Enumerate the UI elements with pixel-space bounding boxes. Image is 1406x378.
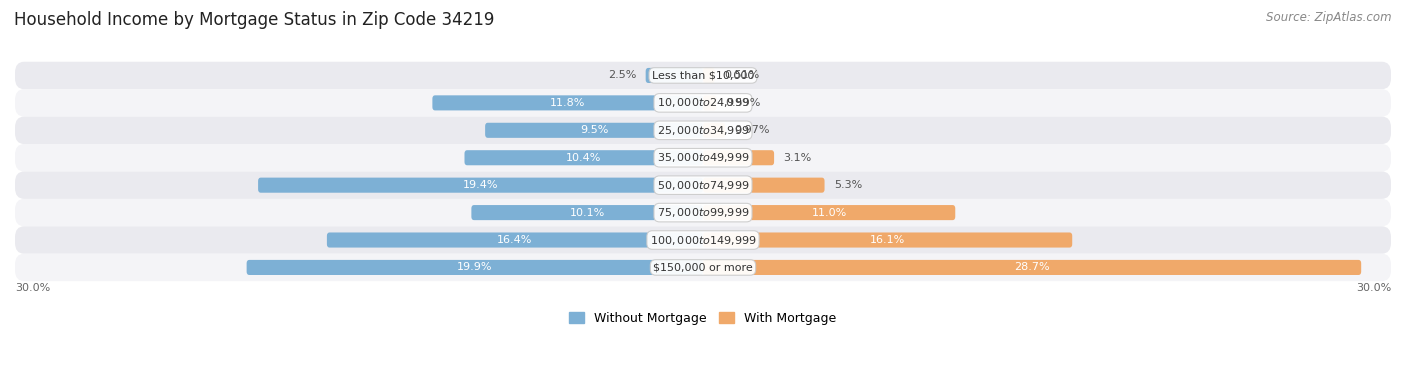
Text: 5.3%: 5.3% — [834, 180, 862, 190]
Text: 19.4%: 19.4% — [463, 180, 498, 190]
FancyBboxPatch shape — [645, 68, 703, 83]
Text: Household Income by Mortgage Status in Zip Code 34219: Household Income by Mortgage Status in Z… — [14, 11, 495, 29]
FancyBboxPatch shape — [246, 260, 703, 275]
FancyBboxPatch shape — [15, 116, 1391, 144]
Text: $100,000 to $149,999: $100,000 to $149,999 — [650, 234, 756, 246]
FancyBboxPatch shape — [703, 68, 714, 83]
FancyBboxPatch shape — [703, 150, 775, 165]
FancyBboxPatch shape — [15, 144, 1391, 172]
Text: 16.4%: 16.4% — [498, 235, 533, 245]
Text: 11.0%: 11.0% — [811, 208, 846, 218]
Text: $75,000 to $99,999: $75,000 to $99,999 — [657, 206, 749, 219]
FancyBboxPatch shape — [703, 95, 717, 110]
Text: $35,000 to $49,999: $35,000 to $49,999 — [657, 151, 749, 164]
Text: 11.8%: 11.8% — [550, 98, 585, 108]
Text: 30.0%: 30.0% — [1355, 283, 1391, 293]
Text: 16.1%: 16.1% — [870, 235, 905, 245]
Legend: Without Mortgage, With Mortgage: Without Mortgage, With Mortgage — [569, 312, 837, 325]
Text: 3.1%: 3.1% — [783, 153, 811, 163]
Text: 19.9%: 19.9% — [457, 262, 492, 273]
Text: 10.4%: 10.4% — [567, 153, 602, 163]
FancyBboxPatch shape — [703, 178, 824, 193]
Text: 9.5%: 9.5% — [579, 125, 609, 135]
FancyBboxPatch shape — [703, 205, 955, 220]
FancyBboxPatch shape — [15, 199, 1391, 226]
FancyBboxPatch shape — [326, 232, 703, 248]
FancyBboxPatch shape — [259, 178, 703, 193]
FancyBboxPatch shape — [15, 226, 1391, 254]
FancyBboxPatch shape — [471, 205, 703, 220]
FancyBboxPatch shape — [15, 172, 1391, 199]
FancyBboxPatch shape — [433, 95, 703, 110]
Text: 2.5%: 2.5% — [609, 70, 637, 81]
Text: Source: ZipAtlas.com: Source: ZipAtlas.com — [1267, 11, 1392, 24]
Text: Less than $10,000: Less than $10,000 — [652, 70, 754, 81]
FancyBboxPatch shape — [464, 150, 703, 165]
Text: 28.7%: 28.7% — [1014, 262, 1050, 273]
Text: 0.97%: 0.97% — [734, 125, 770, 135]
Text: 0.51%: 0.51% — [724, 70, 759, 81]
Text: 30.0%: 30.0% — [15, 283, 51, 293]
Text: 0.59%: 0.59% — [725, 98, 761, 108]
FancyBboxPatch shape — [485, 123, 703, 138]
Text: $10,000 to $24,999: $10,000 to $24,999 — [657, 96, 749, 109]
Text: 10.1%: 10.1% — [569, 208, 605, 218]
FancyBboxPatch shape — [703, 232, 1073, 248]
Text: $25,000 to $34,999: $25,000 to $34,999 — [657, 124, 749, 137]
FancyBboxPatch shape — [703, 260, 1361, 275]
FancyBboxPatch shape — [15, 89, 1391, 116]
FancyBboxPatch shape — [703, 123, 725, 138]
FancyBboxPatch shape — [15, 62, 1391, 89]
FancyBboxPatch shape — [15, 254, 1391, 281]
Text: $150,000 or more: $150,000 or more — [654, 262, 752, 273]
Text: $50,000 to $74,999: $50,000 to $74,999 — [657, 179, 749, 192]
